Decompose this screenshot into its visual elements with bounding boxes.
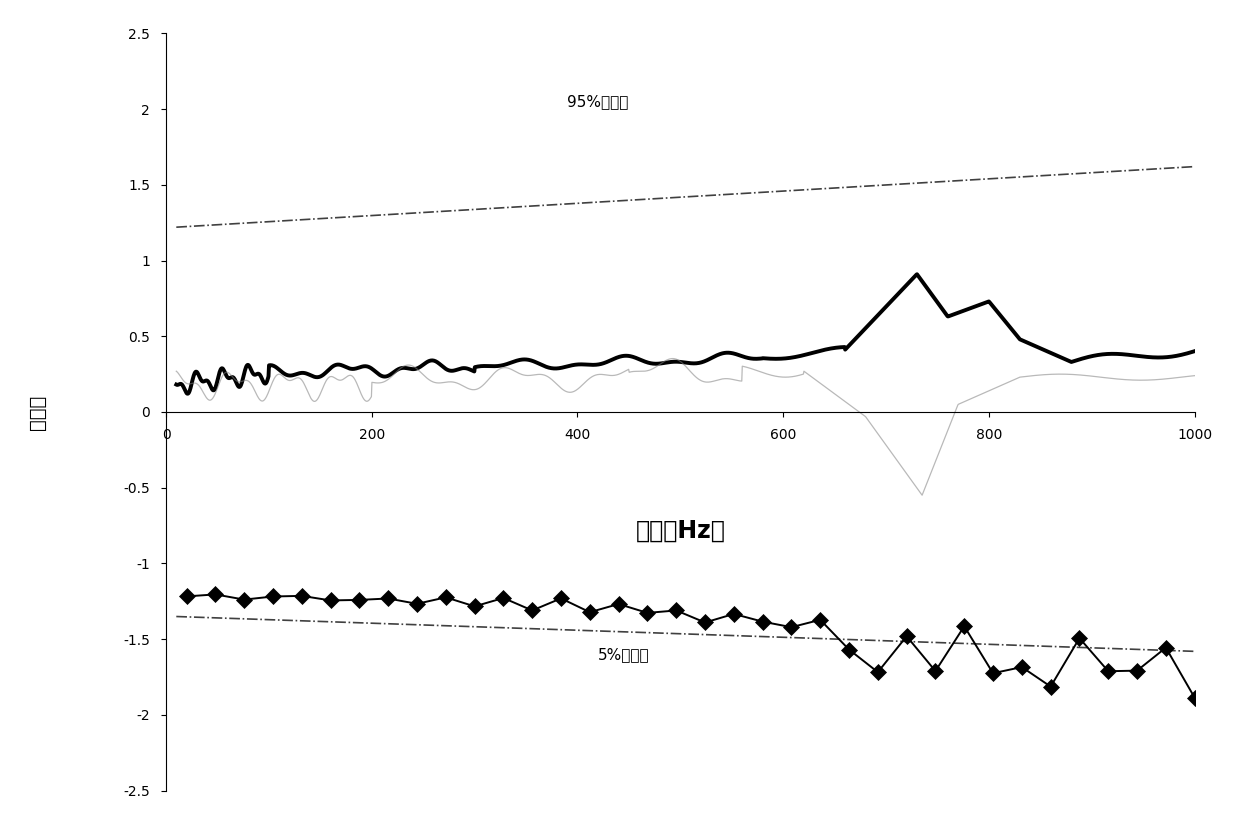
Text: 5%分位点: 5%分位点 xyxy=(598,647,650,662)
Y-axis label: 差异度: 差异度 xyxy=(27,394,47,429)
Text: 95%分位点: 95%分位点 xyxy=(567,94,629,109)
X-axis label: 频率（Hz）: 频率（Hz） xyxy=(635,519,725,543)
